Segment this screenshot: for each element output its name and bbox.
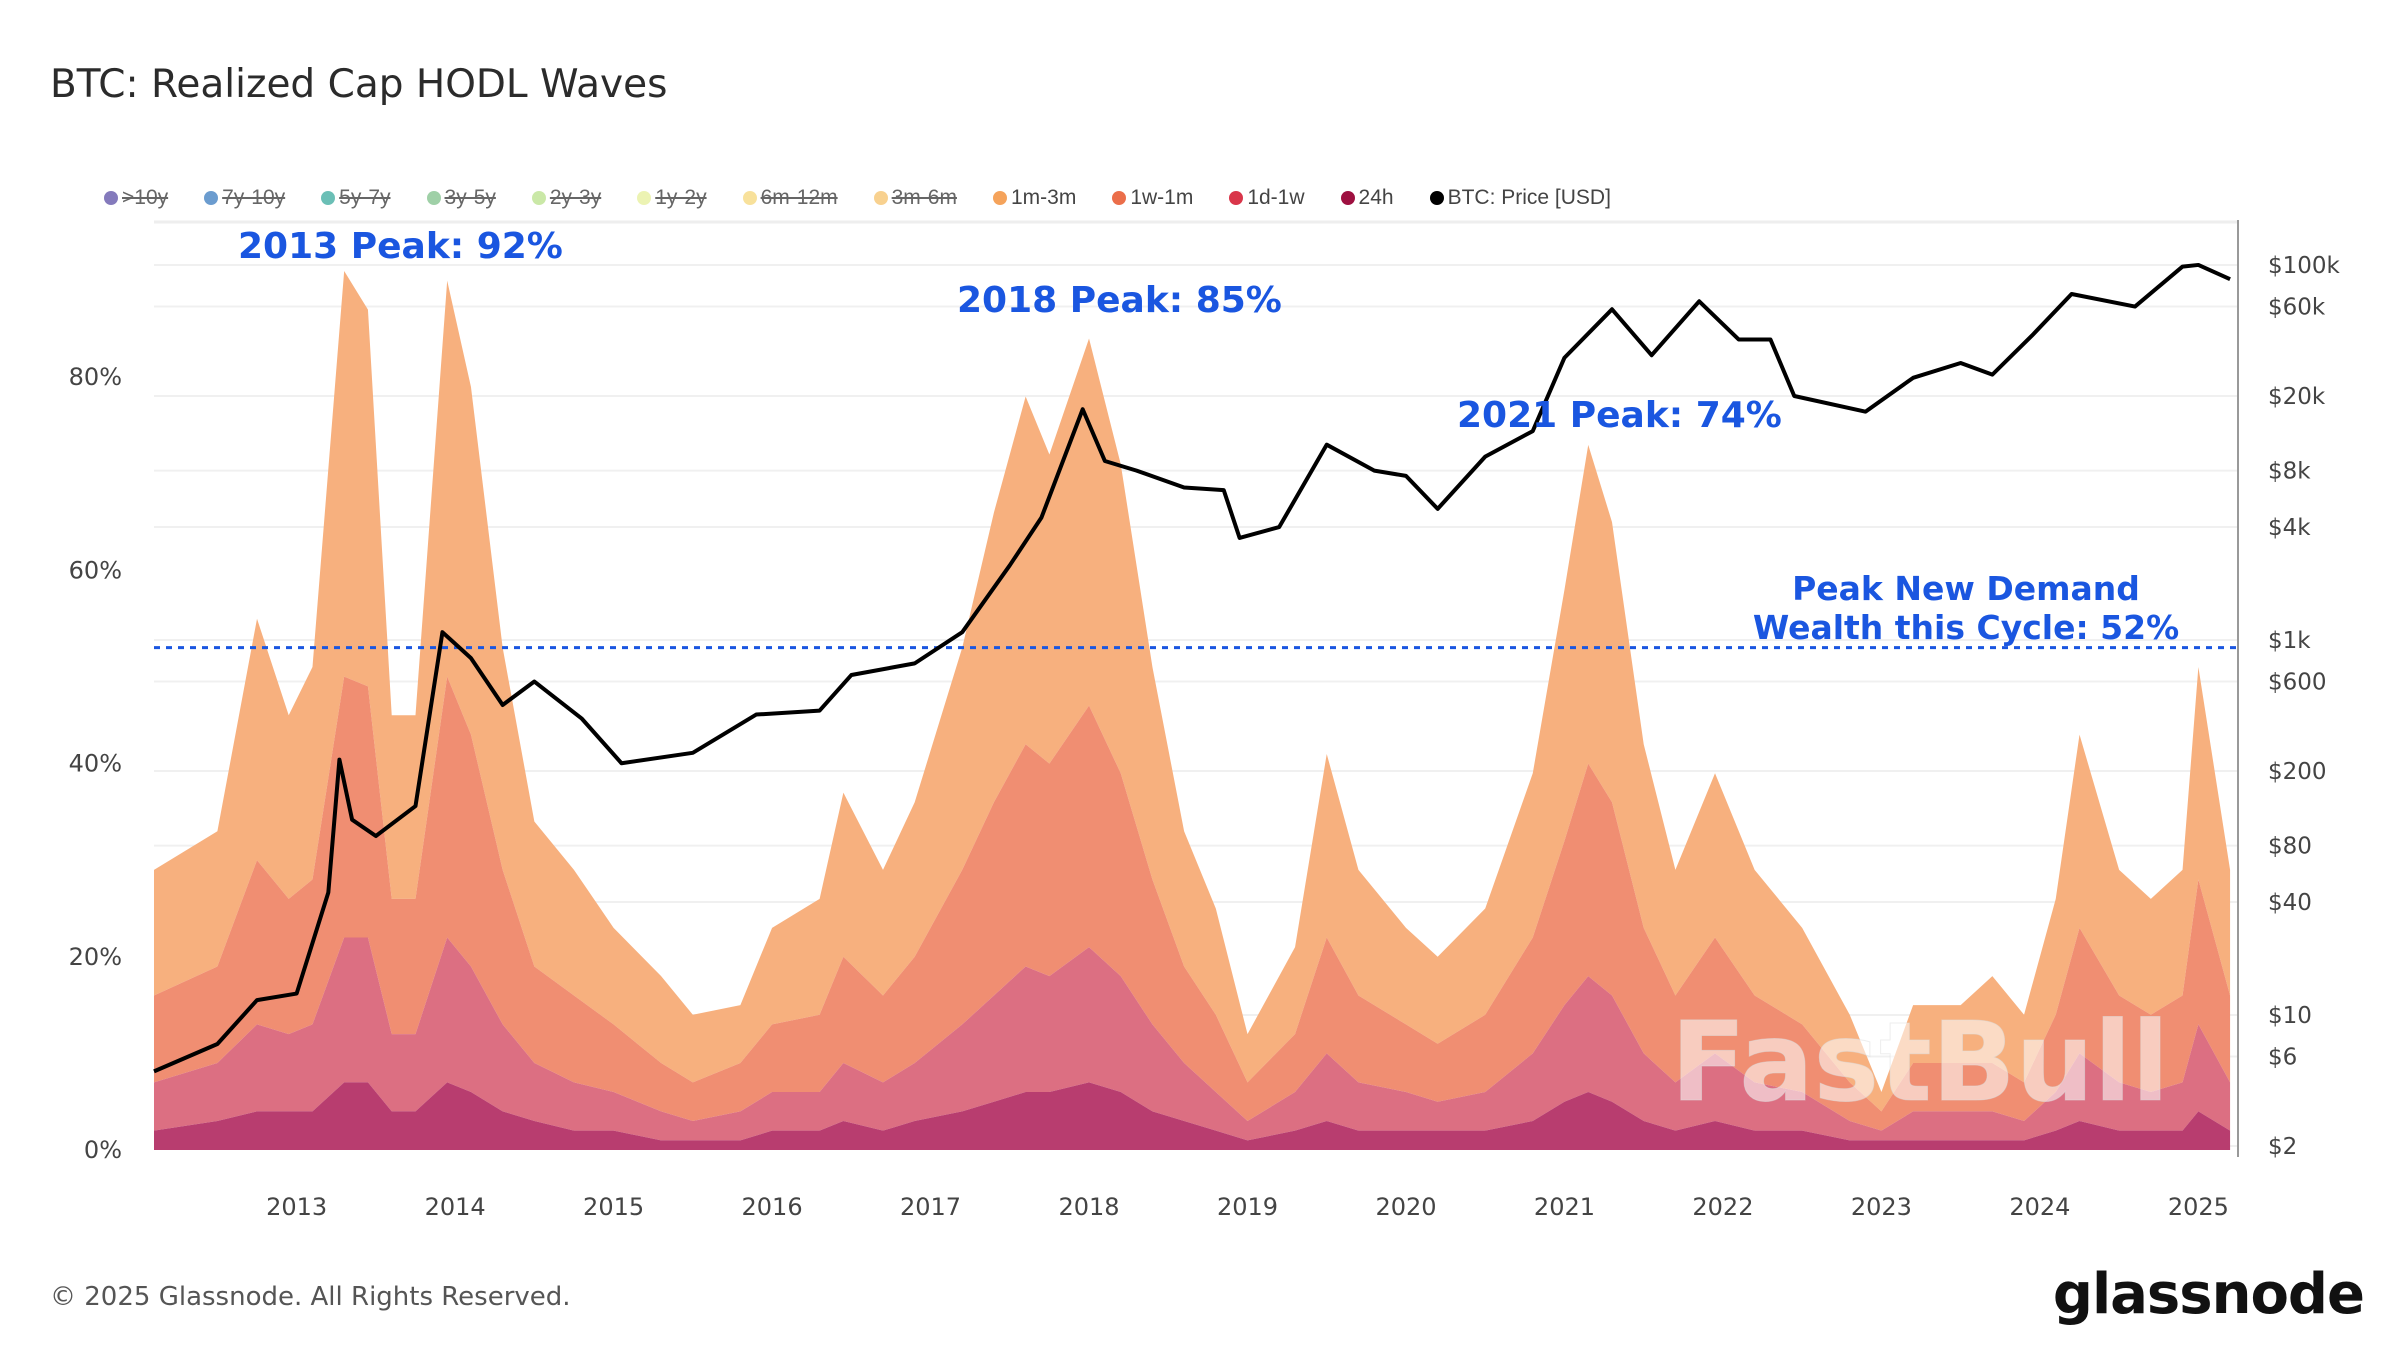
legend-item-1w-1m[interactable]: 1w-1m [1112, 186, 1193, 210]
x-axis: 2013 2014 2015 2016 2017 2018 2019 2020 2021 2022… [266, 1193, 2229, 1221]
area-24h [154, 1082, 2231, 1150]
legend-item--10y[interactable]: >10y [104, 186, 168, 210]
price-tick-label: $4k [2268, 515, 2311, 541]
x-tick-label: 2016 [742, 1193, 803, 1221]
price-tick-label: $1k [2268, 628, 2311, 654]
price-tick-label: $10 [2268, 1003, 2312, 1029]
y-tick-label: 0% [84, 1136, 122, 1164]
area-layers [154, 270, 2231, 1150]
legend-label: >10y [122, 186, 169, 209]
x-tick-label: 2020 [1375, 1193, 1436, 1221]
legend-dot-icon [1340, 191, 1355, 205]
area-1d-1w [154, 937, 2231, 1141]
y-tick-label: 40% [69, 750, 122, 778]
x-tick-label: 2015 [583, 1193, 644, 1221]
price-tick-label: $40 [2268, 890, 2312, 916]
glassnode-logo: glassnode [2052, 1262, 2365, 1327]
legend-item-btc-price-usd-[interactable]: BTC: Price [USD] [1429, 186, 1611, 210]
x-tick-label: 2021 [1534, 1193, 1595, 1221]
legend-dot-icon [204, 191, 219, 205]
legend-item-3m-6m[interactable]: 3m-6m [873, 186, 957, 210]
price-tick-label: $60k [2268, 295, 2326, 321]
legend-item-2y-3y[interactable]: 2y-3y [531, 186, 602, 210]
legend-item-6m-12m[interactable]: 6m-12m [742, 186, 838, 210]
legend-dot-icon [1229, 191, 1244, 205]
legend-dot-icon [104, 191, 118, 205]
legend-item-24h[interactable]: 24h [1340, 186, 1394, 210]
legend-item-5y-7y[interactable]: 5y-7y [321, 186, 391, 210]
legend-dot-icon [873, 191, 888, 205]
copyright: © 2025 Glassnode. All Rights Reserved. [50, 1282, 571, 1312]
legend-dot-icon [321, 191, 336, 205]
price-tick-label: $80 [2268, 834, 2312, 860]
area-1w-1m [154, 676, 2231, 1131]
x-tick-label: 2024 [2009, 1193, 2070, 1221]
price-tick-label: $20k [2268, 384, 2326, 410]
x-tick-label: 2023 [1851, 1193, 1912, 1221]
legend-dot-icon [1429, 191, 1444, 205]
legend-label: 6m-12m [760, 186, 838, 209]
legend-item-1m-3m[interactable]: 1m-3m [992, 186, 1077, 210]
legend-label: 1m-3m [1010, 186, 1077, 209]
legend-label: 2y-3y [549, 186, 602, 209]
price-tick-label: $200 [2268, 759, 2327, 785]
legend-dot-icon [531, 191, 546, 205]
legend-label: 1y-2y [655, 186, 707, 209]
legend-item-7y-10y[interactable]: 7y-10y [204, 186, 285, 210]
price-tick-label: $100k [2268, 253, 2341, 279]
btc-price-line [153, 262, 2231, 1074]
legend-label: 1d-1w [1247, 186, 1305, 209]
y-tick-label: 60% [69, 556, 122, 584]
legend-item-3y-5y[interactable]: 3y-5y [426, 186, 496, 210]
y-axis-left: 0% 20% 40% 60% 80% [69, 363, 122, 1164]
legend-item-1y-2y[interactable]: 1y-2y [637, 186, 707, 210]
x-tick-label: 2014 [425, 1193, 486, 1221]
legend-dot-icon [992, 191, 1007, 205]
legend-label: 7y-10y [222, 186, 286, 209]
legend-label: 5y-7y [339, 186, 391, 209]
legend-label: 3m-6m [891, 186, 957, 209]
legend-item-1d-1w[interactable]: 1d-1w [1229, 186, 1305, 210]
annotation-2018-peak: 2018 Peak: 85% [957, 280, 1282, 321]
legend-dot-icon [426, 191, 441, 205]
watermark: FastBull [1671, 998, 2170, 1126]
y-tick-label: 20% [69, 943, 122, 971]
annotation-2021-peak: 2021 Peak: 74% [1457, 395, 1782, 436]
legend: >10y 7y-10y 5y-7y 3y-5y 2y-3y 1y-2y 6m-12m 3m-6… [104, 186, 1647, 210]
annotation-cycle-line1: Peak New Demand [1792, 569, 2140, 608]
legend-label: BTC: Price [USD] [1447, 186, 1611, 209]
x-tick-label: 2025 [2168, 1193, 2229, 1221]
area-1m-3m [154, 270, 2231, 1112]
annotation-cycle-line2: Wealth this Cycle: 52% [1753, 608, 2179, 647]
legend-dot-icon [637, 191, 652, 205]
x-tick-label: 2017 [900, 1193, 961, 1221]
chart-title: BTC: Realized Cap HODL Waves [50, 62, 668, 107]
annotation-2013-peak: 2013 Peak: 92% [238, 226, 563, 267]
legend-dot-icon [1112, 191, 1127, 205]
price-tick-label: $6 [2268, 1045, 2297, 1071]
x-tick-label: 2022 [1692, 1193, 1753, 1221]
legend-label: 1w-1m [1130, 186, 1194, 209]
x-tick-label: 2019 [1217, 1193, 1278, 1221]
legend-label: 3y-5y [444, 186, 496, 209]
price-tick-label: $2 [2268, 1134, 2297, 1160]
y-axis-right: $2 $6 $10 $40 $80 $200 $600 $1k $4k $8k $20k $60k $1… [2268, 253, 2341, 1160]
legend-label: 24h [1358, 186, 1394, 209]
legend-dot-icon [742, 191, 757, 205]
x-tick-label: 2013 [266, 1193, 327, 1221]
y-tick-label: 80% [69, 363, 122, 391]
price-tick-label: $600 [2268, 670, 2327, 696]
x-tick-label: 2018 [1058, 1193, 1119, 1221]
price-tick-label: $8k [2268, 459, 2311, 485]
